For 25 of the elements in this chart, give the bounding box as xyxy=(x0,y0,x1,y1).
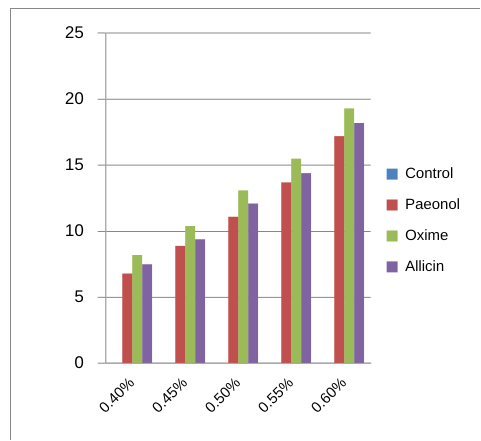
y-tick-label: 10 xyxy=(64,220,84,240)
bar xyxy=(291,158,302,363)
bar xyxy=(281,182,292,363)
bar xyxy=(195,239,206,363)
y-tick-label: 5 xyxy=(74,287,84,306)
bar xyxy=(132,255,142,363)
y-tick-label: 20 xyxy=(64,88,84,108)
y-tick-label: 25 xyxy=(64,22,84,42)
bar xyxy=(122,274,132,363)
legend-label: Oxime xyxy=(405,227,448,244)
bar xyxy=(301,173,312,363)
bar xyxy=(248,204,258,363)
bar xyxy=(334,136,344,363)
bar xyxy=(175,246,186,363)
bar xyxy=(228,216,238,363)
bar xyxy=(238,190,248,363)
legend-label: Control xyxy=(405,165,454,182)
y-tick-label: 15 xyxy=(64,154,84,174)
bar xyxy=(354,122,364,363)
y-tick-label: 0 xyxy=(74,353,84,372)
bar xyxy=(344,108,354,363)
bar xyxy=(185,226,196,363)
bar xyxy=(142,264,152,363)
legend-label: Paeonol xyxy=(405,196,460,214)
legend-label: Allicin xyxy=(405,258,444,276)
